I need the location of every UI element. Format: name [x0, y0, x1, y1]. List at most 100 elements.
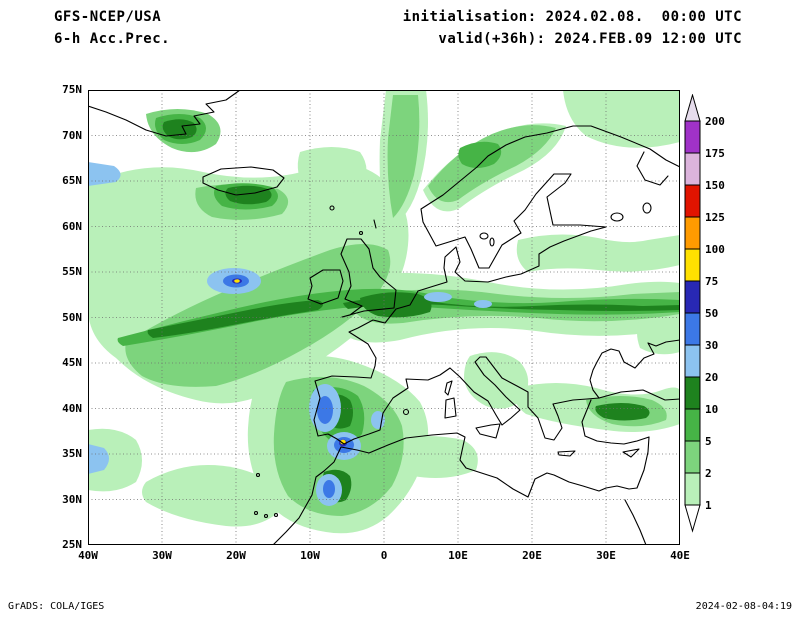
scale-band-50-75 — [684, 280, 701, 314]
island-madeira — [255, 472, 261, 478]
coastline-white-sea — [636, 151, 669, 186]
map-canvas — [87, 89, 681, 546]
scale-band-30-50 — [684, 312, 701, 346]
scale-band-5-10 — [684, 408, 701, 442]
scale-label-100: 100 — [705, 243, 725, 256]
island-mallorca — [402, 408, 410, 416]
scale-label-175: 175 — [705, 147, 725, 160]
lat-label-30n: 30N — [62, 493, 82, 506]
lat-label-25n: 25N — [62, 538, 82, 551]
lat-label-70n: 70N — [62, 129, 82, 142]
scale-label-5: 5 — [705, 435, 712, 448]
precip-dark-top-left — [162, 119, 197, 140]
scale-band-150-175 — [684, 152, 701, 186]
scale-label-2: 2 — [705, 467, 712, 480]
precip-royal-morocco — [323, 480, 335, 498]
lake-onega — [642, 202, 652, 214]
lat-label-65n: 65N — [62, 174, 82, 187]
precip-light-right-mid — [637, 314, 680, 355]
precip-med-band — [117, 288, 681, 346]
coastline-britain — [340, 238, 397, 318]
scale-band-125-150 — [684, 184, 701, 218]
precip-light-algeria — [388, 436, 478, 478]
lon-label-10w: 10W — [300, 549, 320, 562]
lon-label-30w: 30W — [152, 549, 172, 562]
island-corsica — [444, 380, 453, 396]
scale-band-20-30 — [684, 344, 701, 378]
island-sicily — [475, 423, 501, 439]
color-scale: 200 175 150 125 100 75 50 30 20 10 5 2 1 — [684, 94, 725, 533]
island-sardinia — [444, 397, 457, 419]
scale-label-10: 10 — [705, 403, 718, 416]
lat-label-60n: 60N — [62, 220, 82, 233]
precip-royal-west-spain — [317, 396, 333, 424]
scale-label-1: 1 — [705, 499, 712, 512]
precip-light-top-right — [563, 90, 680, 148]
precip-light-sw-tongue — [142, 465, 286, 527]
island-canary-2 — [263, 513, 269, 519]
lake-vanern — [479, 232, 489, 240]
scale-band-10-20 — [684, 376, 701, 410]
island-canary-1 — [253, 510, 259, 516]
header-left: GFS-NCEP/USA 6-h Acc.Prec. — [54, 6, 170, 50]
valid-time-label: valid(+36h): 2024.FEB.09 12:00 UTC — [438, 31, 742, 47]
precip-light-balkans — [464, 352, 529, 409]
scale-band-1-2 — [684, 472, 701, 506]
precip-dark-iceland — [225, 185, 272, 205]
lon-label-30e: 30E — [596, 549, 616, 562]
scale-label-150: 150 — [705, 179, 725, 192]
precip-med-norway — [458, 141, 502, 168]
coastline-iceland — [202, 166, 285, 196]
island-shetland — [373, 219, 377, 229]
precip-layer — [88, 90, 681, 534]
precip-blue-left-south — [88, 444, 109, 474]
init-time-label: initialisation: 2024.02.08. 00:00 UTC — [402, 9, 742, 25]
precip-yellow-gibraltar — [340, 439, 346, 445]
grads-credit: GrADS: COLA/IGES — [8, 601, 105, 612]
precip-dark-jet-west — [147, 300, 323, 338]
coastline-ireland — [307, 269, 344, 305]
lon-label-40e: 40E — [670, 549, 690, 562]
scale-band-75-100 — [684, 248, 701, 282]
precip-blue-germany-1 — [424, 292, 452, 302]
coastline-turkey-africa — [272, 399, 650, 546]
precip-light-left-mid — [88, 428, 142, 492]
coastline-black-sea-north — [589, 339, 681, 399]
scale-band-2-5 — [684, 440, 701, 474]
scale-bottom-arrow — [684, 504, 701, 533]
product-title: 6-h Acc.Prec. — [54, 31, 171, 47]
coastline-mediterranean-north — [343, 356, 681, 445]
scale-band-100-125 — [684, 216, 701, 250]
coastline-red-sea — [624, 499, 647, 546]
lake-vattern — [489, 237, 495, 247]
island-canary-3 — [273, 512, 279, 518]
creation-timestamp: 2024-02-08-04:19 — [695, 601, 792, 612]
scale-band-175-200 — [684, 120, 701, 154]
precip-green-north-tongue — [387, 95, 420, 218]
scale-label-75: 75 — [705, 275, 718, 288]
coastlines-layer — [87, 89, 681, 546]
lat-label-55n: 55N — [62, 265, 82, 278]
model-title: GFS-NCEP/USA — [54, 9, 162, 25]
island-faroe — [329, 205, 335, 211]
lon-label-40w: 40W — [78, 549, 98, 562]
map-plot — [87, 89, 681, 546]
precip-light-norwegian-sea — [297, 147, 367, 198]
lake-ladoga — [610, 212, 624, 222]
precip-blue-left-north — [88, 162, 121, 186]
header-right: initialisation: 2024.02.08. 00:00 UTC va… — [403, 6, 742, 50]
lon-label-0: 0 — [380, 549, 388, 562]
scale-label-125: 125 — [705, 211, 725, 224]
lon-label-10e: 10E — [448, 549, 468, 562]
gridlines-layer — [88, 90, 680, 545]
island-orkney — [358, 230, 364, 236]
lat-label-75n: 75N — [62, 83, 82, 96]
coastline-greenland — [87, 89, 241, 137]
island-crete — [557, 450, 576, 457]
scale-label-200: 200 — [705, 115, 725, 128]
precip-dark-turkey — [595, 403, 650, 421]
scale-label-20: 20 — [705, 371, 718, 384]
scale-top-arrow — [684, 94, 701, 122]
lat-label-35n: 35N — [62, 447, 82, 460]
